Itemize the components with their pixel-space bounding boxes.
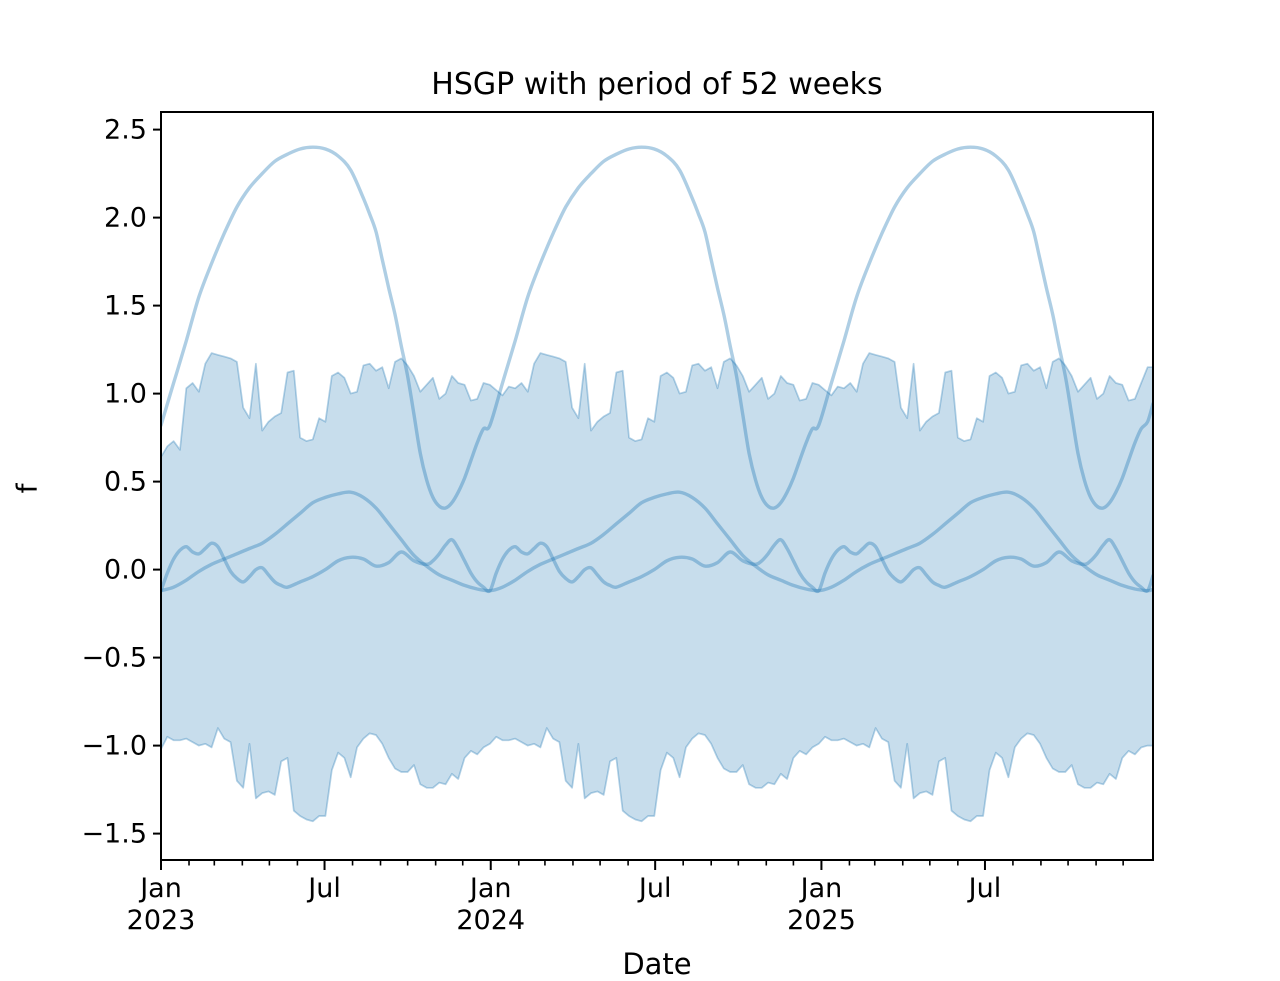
x-tick-label: Jul (967, 873, 1002, 904)
y-tick-label: 1.0 (104, 379, 147, 410)
x-tick-label: Jul (637, 873, 672, 904)
y-axis-label: f (10, 483, 44, 494)
y-tick-label: 1.5 (104, 291, 147, 322)
y-tick-label: −1.5 (81, 819, 147, 850)
x-tick-label: Jul (306, 873, 341, 904)
y-tick-label: 2.0 (104, 203, 147, 234)
chart-title: HSGP with period of 52 weeks (431, 67, 883, 102)
y-tick-label: 0.5 (104, 467, 147, 498)
x-axis-label: Date (622, 947, 692, 981)
x-tick-sublabel: 2025 (787, 905, 856, 936)
chart-canvas: 2.52.01.51.00.50.0−0.5−1.0−1.5Jan2023Jul… (81, 111, 1154, 936)
y-tick-label: 2.5 (104, 115, 147, 146)
plot-area (161, 145, 1153, 823)
y-axis: 2.5 2.0 1.5 1.0 0.5 0.0 −0.5 −1.0 −1.5 (81, 115, 161, 850)
axes-spines (160, 111, 1154, 861)
x-tick-label: Jan (799, 873, 843, 904)
sample-curve-3 (161, 537, 1153, 594)
sample-curve-1 (161, 145, 1153, 510)
y-tick-label: −1.0 (81, 731, 147, 762)
y-tick-label: 0.0 (104, 555, 147, 586)
sample-curve-2 (161, 490, 1153, 593)
x-tick-label: Jan (138, 873, 182, 904)
hdi-band-bottom-edge (161, 727, 1153, 823)
x-tick-sublabel: 2024 (456, 905, 525, 936)
x-tick-sublabel: 2023 (127, 905, 196, 936)
x-tick-label: Jan (468, 873, 512, 904)
hdi-band-fill (161, 353, 1153, 822)
figure: 2.5 2.0 1.5 1.0 0.5 0.0 −0.5 −1.0 −1.5 Jan 2023 Jul… (10, 67, 1154, 981)
hdi-band-top-edge (161, 352, 1153, 458)
y-tick-label: −0.5 (81, 643, 147, 674)
